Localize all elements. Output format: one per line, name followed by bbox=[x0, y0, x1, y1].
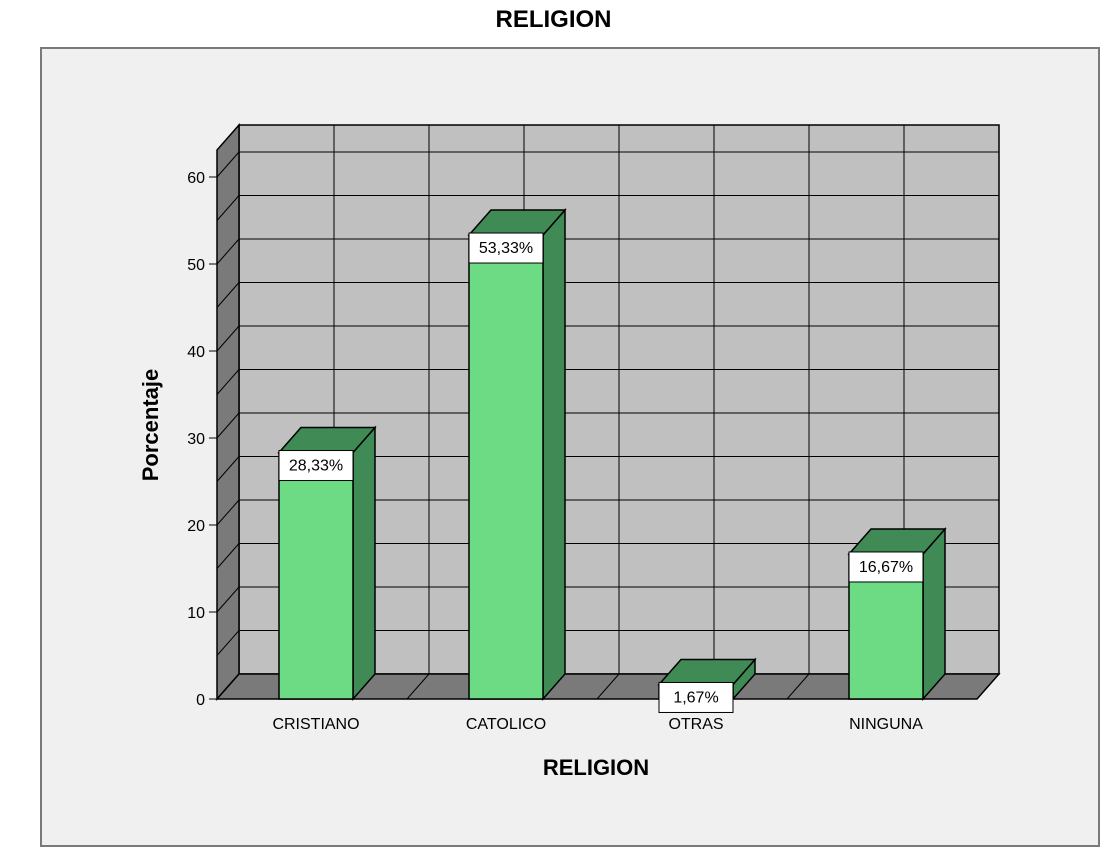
gridline-side bbox=[216, 151, 240, 178]
y-tick-label: 40 bbox=[187, 344, 205, 361]
data-label: 28,33% bbox=[289, 458, 343, 475]
gridline-side bbox=[216, 195, 240, 221]
floor-divider bbox=[786, 673, 810, 700]
y-tick-label: 0 bbox=[196, 692, 205, 709]
y-tick-label: 60 bbox=[187, 170, 205, 187]
gridline-side bbox=[216, 238, 240, 265]
bar bbox=[278, 451, 354, 700]
data-label-box bbox=[278, 450, 354, 482]
data-label: 16,67% bbox=[859, 559, 913, 576]
x-tick-label: CATOLICO bbox=[466, 716, 546, 733]
data-label-box bbox=[658, 681, 734, 713]
gridline-side bbox=[216, 369, 240, 395]
data-label-box bbox=[848, 551, 924, 583]
gridline-side bbox=[216, 586, 240, 613]
bar bbox=[468, 234, 544, 700]
data-label: 53,33% bbox=[479, 240, 533, 257]
data-label-box bbox=[468, 232, 544, 264]
chart-title: RELIGION bbox=[495, 6, 612, 33]
data-label: 1,67% bbox=[673, 689, 718, 706]
floor-divider bbox=[596, 673, 620, 700]
x-tick-label: OTRAS bbox=[668, 716, 723, 733]
gridline-side bbox=[216, 412, 240, 439]
x-tick-label: CRISTIANO bbox=[272, 716, 359, 733]
bar-side bbox=[542, 208, 566, 701]
x-tick-label: NINGUNA bbox=[849, 716, 923, 733]
y-axis-title: Porcentaje bbox=[138, 369, 163, 482]
side-wall bbox=[216, 123, 240, 701]
y-tick-label: 50 bbox=[187, 257, 205, 274]
gridline-side bbox=[216, 499, 240, 526]
y-tick-label: 10 bbox=[187, 605, 205, 622]
gridline-side bbox=[216, 456, 240, 482]
y-tick-label: 20 bbox=[187, 518, 205, 535]
gridline-side bbox=[216, 325, 240, 352]
gridline-side bbox=[216, 543, 240, 569]
gridline-side bbox=[216, 630, 240, 656]
bar-side bbox=[352, 425, 376, 701]
x-axis-title: RELIGION bbox=[543, 755, 649, 780]
bar-side bbox=[922, 526, 946, 701]
y-tick-label: 30 bbox=[187, 431, 205, 448]
gridline-side bbox=[216, 282, 240, 308]
floor-divider bbox=[406, 673, 430, 700]
